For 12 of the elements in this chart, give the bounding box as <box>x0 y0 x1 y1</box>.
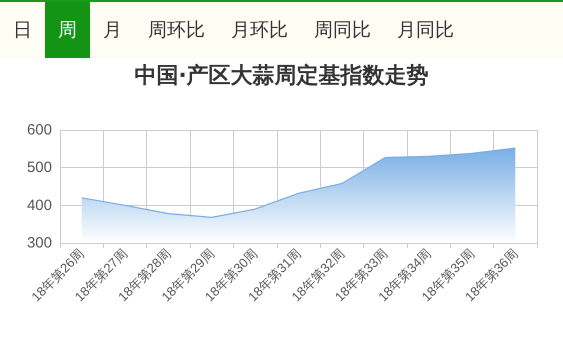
text: 月 <box>102 18 123 43</box>
text: 周同比 <box>313 18 372 43</box>
y-tick-label: 600 <box>26 122 52 138</box>
y-tick-label: 300 <box>26 234 52 252</box>
text: 月同比 <box>396 18 455 43</box>
y-tick-label: 400 <box>26 196 52 214</box>
y-tick-label: 500 <box>26 159 52 176</box>
text: 周环比 <box>147 18 206 43</box>
chart-title: 中国·产区大蒜周定基指数走势 <box>134 62 429 88</box>
text: 日 <box>12 18 33 43</box>
text: 周 <box>45 2 90 58</box>
text: 月环比 <box>230 18 289 43</box>
